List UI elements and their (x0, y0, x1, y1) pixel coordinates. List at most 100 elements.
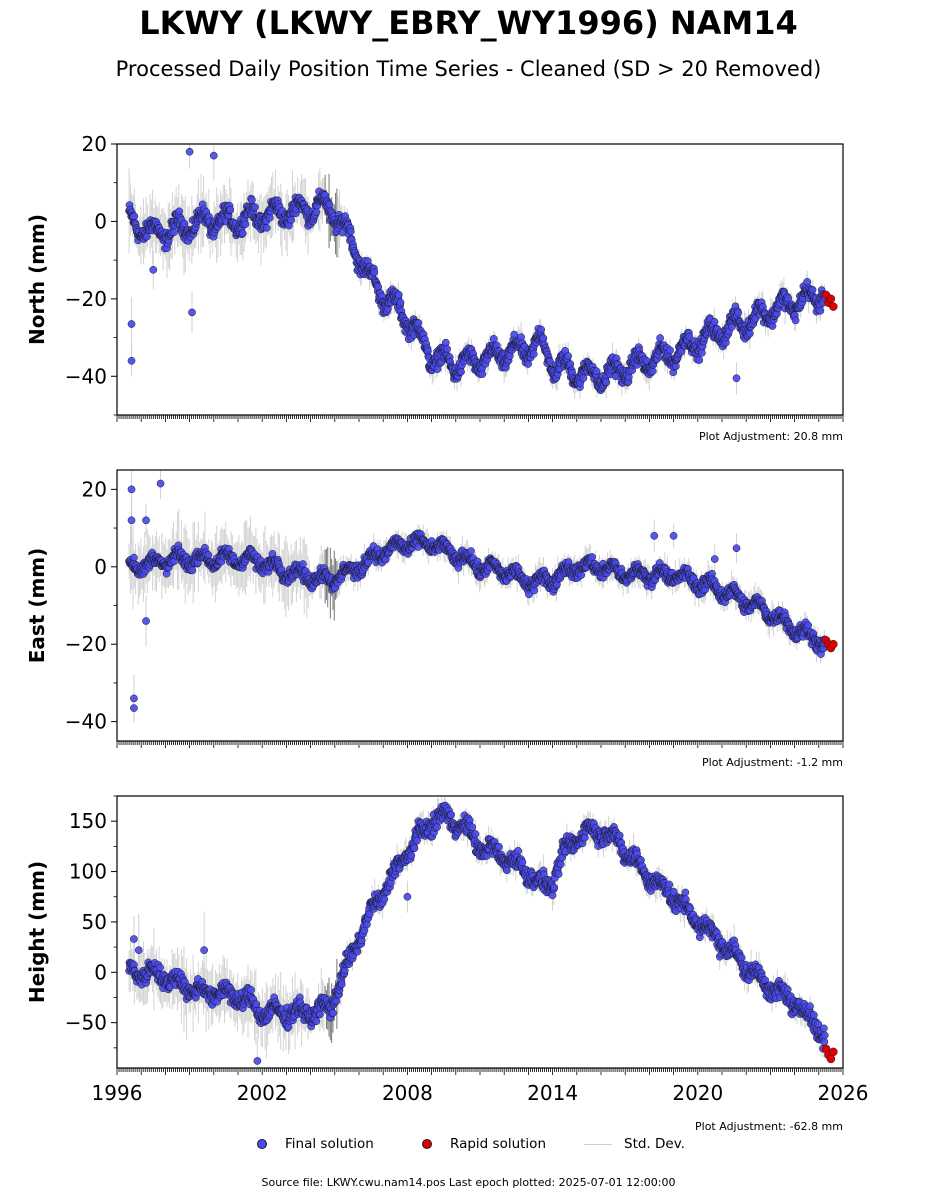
plot-adjustment-label: Plot Adjustment: -1.2 mm (702, 756, 843, 769)
final-solution-point (695, 356, 704, 364)
final-solution-point (808, 285, 817, 294)
plot-adjustment-label: Plot Adjustment: 20.8 mm (699, 430, 843, 443)
final-solution-point (130, 553, 138, 562)
final-solution-point (685, 332, 694, 341)
final-solution-point (489, 334, 498, 343)
final-solution-point (226, 205, 235, 214)
final-solution-point (188, 566, 197, 575)
final-solution-point (175, 207, 184, 216)
final-solution-point (142, 516, 150, 525)
final-solution-point (364, 558, 373, 567)
final-solution-point (564, 352, 573, 360)
final-solution-point (325, 200, 334, 209)
final-solution-point (524, 360, 532, 368)
x-tick-marks (116, 415, 844, 422)
final-solution-point (443, 345, 451, 353)
final-solution-point (546, 357, 554, 366)
final-solution-point (710, 555, 719, 563)
final-solution-point (525, 590, 533, 599)
y-tick-label: −20 (65, 632, 107, 656)
final-solution-point (251, 203, 259, 211)
final-solution-point (677, 347, 686, 356)
y-tick-label: −40 (65, 710, 107, 734)
final-solution-point (592, 367, 601, 375)
final-solution-point (666, 346, 674, 355)
final-solution-point (156, 963, 164, 972)
final-solution-points (125, 147, 829, 394)
panel-east: −40 −20 0 20 East (mm) Plot Adjustment: -1.2 … (25, 469, 844, 769)
final-solution-point (209, 151, 218, 160)
chart-title: LKWY (LKWY_EBRY_WY1996) NAM14 (139, 4, 798, 42)
final-solution-point (262, 224, 271, 232)
final-solution-point (529, 350, 538, 358)
final-solution-points (125, 479, 829, 712)
final-solution-point (188, 308, 196, 317)
final-solution-point (238, 229, 247, 238)
final-solution-point (530, 586, 539, 595)
y-tick-label: 20 (82, 477, 107, 501)
final-solution-point (698, 349, 706, 357)
final-solution-point (142, 617, 150, 625)
final-solution-point (130, 212, 139, 221)
final-solution-point (457, 368, 465, 376)
final-solution-point (396, 298, 405, 307)
final-solution-point (204, 551, 213, 559)
final-solution-point (656, 334, 664, 342)
rapid-solution-point (826, 294, 836, 304)
rapid-solution-points (821, 636, 838, 653)
final-solution-point (791, 316, 800, 325)
final-solution-point (185, 147, 194, 156)
panel-north: −40 −20 0 20 North (mm) Plot Adjustment: 20.8… (25, 132, 844, 443)
final-solution-point (299, 560, 307, 568)
final-solution-points (125, 801, 829, 1065)
final-solution-point (803, 278, 812, 286)
final-solution-point (602, 378, 610, 386)
final-solution-point (441, 338, 450, 347)
final-solution-point (248, 196, 256, 204)
final-solution-point (149, 265, 158, 274)
final-solution-point (734, 308, 742, 317)
final-solution-point (170, 228, 178, 237)
final-solution-point (577, 571, 586, 579)
final-solution-point (127, 516, 136, 525)
y-tick-label: −20 (65, 287, 107, 311)
final-solution-point (539, 334, 548, 343)
final-solution-point (566, 360, 575, 368)
y-tick-label: 20 (82, 132, 107, 156)
rapid-solution-point (829, 639, 838, 649)
final-solution-point (784, 294, 793, 303)
rapid-solution-points (821, 290, 838, 311)
y-axis-label: East (mm) (25, 548, 49, 664)
final-solution-point (370, 268, 379, 277)
final-solution-point (710, 318, 719, 326)
final-solution-point (241, 220, 250, 229)
final-solution-point (816, 306, 825, 315)
final-solution-point (127, 485, 136, 494)
final-solution-point (180, 219, 189, 228)
final-solution-point (394, 290, 403, 299)
rapid-solution-point (829, 302, 838, 311)
final-solution-point (414, 319, 423, 327)
final-solution-point (732, 374, 741, 383)
final-solution-point (156, 479, 165, 488)
y-axis-label: North (mm) (25, 214, 49, 345)
x-tick-marks (116, 741, 844, 748)
final-solution-point (467, 547, 475, 555)
final-solution-point (537, 325, 546, 334)
y-tick-label: 0 (94, 209, 107, 233)
final-solution-point (265, 213, 274, 222)
chart-subtitle: Processed Daily Position Time Series - C… (115, 57, 822, 81)
y-tick-label: −40 (65, 364, 107, 388)
plot-frame (116, 469, 844, 742)
final-solution-point (130, 704, 138, 712)
final-solution-point (768, 322, 777, 330)
final-solution-point (804, 621, 813, 630)
final-solution-point (745, 329, 754, 338)
final-solution-point (588, 553, 596, 561)
final-solution-point (732, 544, 741, 553)
final-solution-point (478, 370, 487, 378)
final-solution-point (650, 531, 659, 540)
final-solution-point (312, 208, 321, 217)
